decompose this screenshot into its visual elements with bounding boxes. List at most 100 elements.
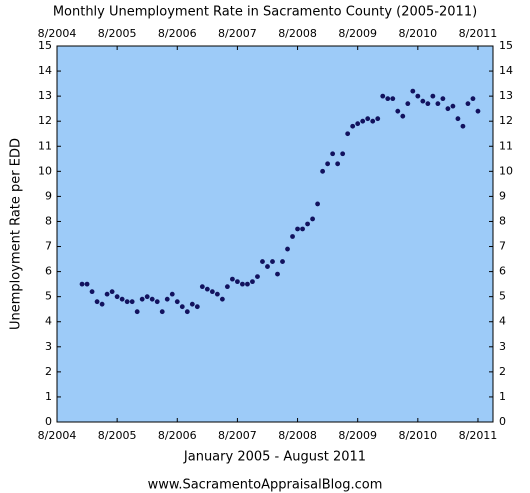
y-tick-label-right: 15 xyxy=(499,39,513,52)
point xyxy=(325,161,331,167)
point xyxy=(330,151,336,157)
source: www.SacramentoAppraisalBlog.com xyxy=(148,478,383,493)
point xyxy=(149,296,155,302)
point xyxy=(250,279,255,285)
point xyxy=(139,296,145,302)
point xyxy=(370,118,376,124)
point xyxy=(134,309,140,315)
point xyxy=(204,286,210,292)
point xyxy=(310,216,315,222)
plot-area xyxy=(56,45,494,423)
y-tick-label: 5 xyxy=(45,290,52,303)
point xyxy=(395,108,401,114)
y-tick-label-right: 14 xyxy=(499,64,513,77)
point xyxy=(114,294,120,300)
point xyxy=(320,168,326,174)
point xyxy=(174,299,180,305)
point xyxy=(295,226,300,232)
point xyxy=(260,259,265,264)
x-tick-label: 8/2007 xyxy=(218,429,257,442)
y-tick-label: 0 xyxy=(45,415,52,428)
point xyxy=(405,101,411,107)
point xyxy=(390,96,396,102)
point xyxy=(109,289,115,295)
point xyxy=(265,264,270,269)
y-tick-label: 2 xyxy=(45,365,52,378)
y-tick-label-right: 12 xyxy=(499,114,513,127)
point xyxy=(435,101,441,107)
y-tick-label: 14 xyxy=(38,64,52,77)
point xyxy=(184,309,190,315)
point xyxy=(335,161,341,167)
x-tick-label-top: 8/2011 xyxy=(459,27,498,40)
point xyxy=(455,116,461,122)
point xyxy=(275,271,280,277)
point xyxy=(355,121,361,127)
x-tick-label-top: 8/2010 xyxy=(398,27,437,40)
y-tick-label-right: 0 xyxy=(499,415,506,428)
point xyxy=(350,123,356,129)
point xyxy=(240,281,245,287)
point xyxy=(345,131,351,137)
y-tick-label-right: 3 xyxy=(499,340,506,353)
y-tick-label-right: 13 xyxy=(499,89,513,102)
point xyxy=(315,201,320,207)
x-axis-label: January 2005 - August 2011 xyxy=(183,450,366,465)
point xyxy=(214,291,220,297)
x-tick-label: 8/2010 xyxy=(398,429,437,442)
point xyxy=(375,116,381,122)
point xyxy=(410,88,416,94)
y-tick-label-right: 2 xyxy=(499,365,506,378)
x-tick-label: 8/2005 xyxy=(98,429,137,442)
point xyxy=(450,103,456,109)
point xyxy=(245,281,250,287)
point xyxy=(340,151,346,157)
point xyxy=(430,93,436,99)
point xyxy=(235,279,240,285)
point xyxy=(169,291,175,297)
y-tick-label-right: 4 xyxy=(499,315,506,328)
y-tick-label: 12 xyxy=(38,114,52,127)
y-tick-label-right: 8 xyxy=(499,214,506,227)
y-tick-label: 13 xyxy=(38,89,52,102)
point xyxy=(209,289,215,295)
point xyxy=(219,296,225,302)
point xyxy=(79,281,85,287)
point xyxy=(119,296,125,302)
point xyxy=(475,108,481,114)
point xyxy=(445,106,451,112)
y-tick-label: 3 xyxy=(45,340,52,353)
point xyxy=(154,299,160,305)
point xyxy=(144,294,150,300)
x-tick-label-top: 8/2009 xyxy=(338,27,377,40)
point xyxy=(189,301,195,307)
y-tick-label: 1 xyxy=(45,390,52,403)
y-tick-label: 8 xyxy=(45,214,52,227)
x-tick-label-top: 8/2008 xyxy=(278,27,317,40)
y-tick-label-right: 6 xyxy=(499,265,506,278)
point xyxy=(99,301,105,307)
x-tick-label: 8/2006 xyxy=(158,429,197,442)
x-tick-label-top: 8/2005 xyxy=(98,27,137,40)
point xyxy=(400,113,406,119)
x-tick-label: 8/2009 xyxy=(338,429,377,442)
point xyxy=(305,221,310,227)
x-tick-label: 8/2004 xyxy=(38,429,77,442)
point xyxy=(179,304,185,310)
y-tick-label-right: 11 xyxy=(499,139,513,152)
point xyxy=(164,296,170,302)
x-tick-label: 8/2011 xyxy=(459,429,498,442)
x-tick-label-top: 8/2006 xyxy=(158,27,197,40)
point xyxy=(194,304,200,310)
point xyxy=(465,101,471,107)
y-tick-label: 15 xyxy=(38,39,52,52)
point xyxy=(124,299,130,305)
point xyxy=(425,101,431,107)
y-tick-label: 7 xyxy=(45,240,52,253)
point xyxy=(104,291,110,297)
y-tick-label: 11 xyxy=(38,139,52,152)
point xyxy=(129,299,135,305)
point xyxy=(460,123,466,129)
y-tick-label-right: 7 xyxy=(499,240,506,253)
